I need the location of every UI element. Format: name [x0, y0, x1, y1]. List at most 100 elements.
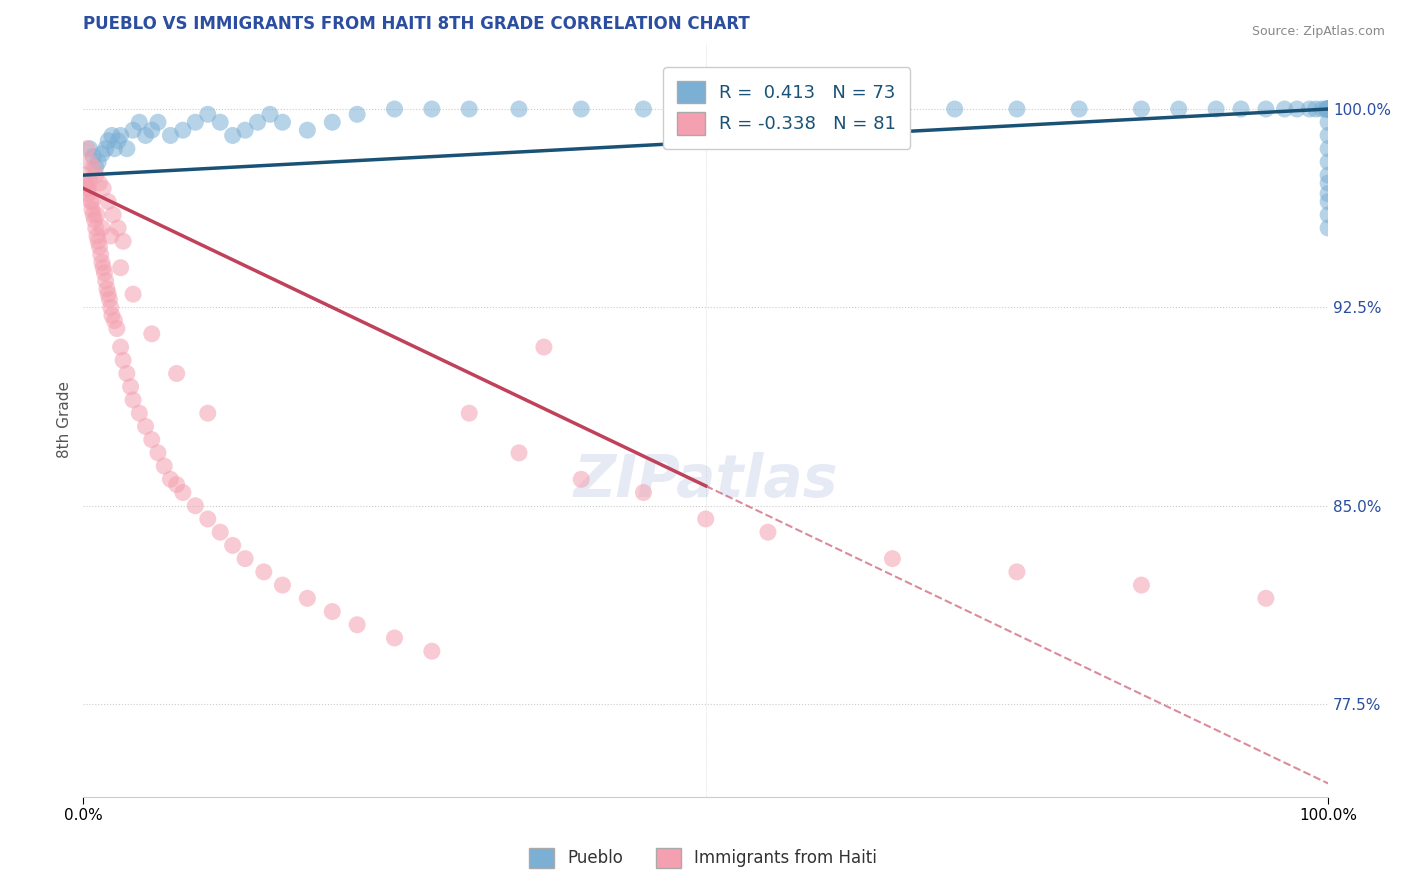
- Point: [93, 266, 115, 280]
- Point: [1317, 208, 1340, 222]
- Point: [271, 115, 294, 129]
- Point: [1285, 102, 1308, 116]
- Point: [89, 176, 111, 190]
- Point: [115, 367, 138, 381]
- Point: [1005, 102, 1028, 116]
- Point: [166, 367, 188, 381]
- Point: [1005, 565, 1028, 579]
- Point: [77, 181, 100, 195]
- Point: [1130, 102, 1153, 116]
- Point: [246, 115, 269, 129]
- Point: [135, 128, 157, 143]
- Point: [86, 208, 108, 222]
- Point: [1317, 221, 1340, 235]
- Point: [82, 150, 104, 164]
- Point: [1317, 102, 1340, 116]
- Point: [141, 123, 163, 137]
- Point: [100, 301, 122, 315]
- Point: [80, 194, 103, 209]
- Point: [233, 123, 256, 137]
- Point: [80, 194, 103, 209]
- Point: [1317, 194, 1340, 209]
- Point: [297, 123, 319, 137]
- Point: [100, 229, 122, 244]
- Point: [87, 155, 110, 169]
- Point: [135, 419, 157, 434]
- Point: [458, 102, 481, 116]
- Point: [120, 380, 142, 394]
- Point: [90, 247, 112, 261]
- Point: [533, 340, 555, 354]
- Text: PUEBLO VS IMMIGRANTS FROM HAITI 8TH GRADE CORRELATION CHART: PUEBLO VS IMMIGRANTS FROM HAITI 8TH GRAD…: [83, 15, 749, 33]
- Point: [91, 221, 114, 235]
- Point: [1317, 102, 1340, 116]
- Text: Source: ZipAtlas.com: Source: ZipAtlas.com: [1251, 25, 1385, 38]
- Point: [569, 102, 592, 116]
- Point: [94, 274, 117, 288]
- Point: [1317, 155, 1340, 169]
- Point: [112, 234, 135, 248]
- Point: [159, 472, 181, 486]
- Point: [384, 631, 406, 645]
- Point: [1274, 102, 1296, 116]
- Point: [197, 406, 219, 420]
- Point: [141, 326, 163, 341]
- Point: [128, 115, 150, 129]
- Point: [97, 287, 120, 301]
- Point: [103, 313, 125, 327]
- Point: [91, 260, 114, 275]
- Point: [91, 181, 114, 195]
- Point: [112, 353, 135, 368]
- Point: [107, 134, 129, 148]
- Point: [321, 605, 343, 619]
- Point: [184, 499, 207, 513]
- Point: [146, 115, 169, 129]
- Point: [297, 591, 319, 606]
- Point: [97, 194, 120, 209]
- Point: [253, 565, 276, 579]
- Point: [166, 477, 188, 491]
- Point: [1317, 102, 1340, 116]
- Point: [197, 512, 219, 526]
- Point: [110, 128, 132, 143]
- Point: [695, 102, 717, 116]
- Point: [321, 115, 343, 129]
- Point: [101, 308, 124, 322]
- Point: [756, 102, 779, 116]
- Point: [1317, 115, 1340, 129]
- Point: [233, 551, 256, 566]
- Point: [633, 102, 655, 116]
- Point: [97, 134, 120, 148]
- Point: [107, 221, 129, 235]
- Point: [84, 160, 107, 174]
- Point: [86, 229, 108, 244]
- Point: [346, 107, 368, 121]
- Point: [420, 102, 443, 116]
- Point: [259, 107, 281, 121]
- Point: [209, 115, 232, 129]
- Point: [87, 234, 110, 248]
- Point: [98, 293, 121, 307]
- Point: [1317, 102, 1340, 116]
- Point: [1317, 102, 1340, 116]
- Point: [110, 340, 132, 354]
- Point: [818, 102, 841, 116]
- Point: [1317, 102, 1340, 116]
- Point: [79, 155, 101, 169]
- Point: [882, 551, 904, 566]
- Point: [1317, 186, 1340, 201]
- Point: [79, 142, 101, 156]
- Point: [76, 181, 98, 195]
- Point: [1315, 102, 1337, 116]
- Point: [1317, 142, 1340, 156]
- Point: [1254, 102, 1277, 116]
- Point: [96, 282, 118, 296]
- Point: [271, 578, 294, 592]
- Point: [221, 538, 243, 552]
- Point: [1130, 578, 1153, 592]
- Point: [172, 485, 194, 500]
- Point: [384, 102, 406, 116]
- Point: [508, 102, 530, 116]
- Point: [94, 142, 117, 156]
- Point: [1317, 168, 1340, 182]
